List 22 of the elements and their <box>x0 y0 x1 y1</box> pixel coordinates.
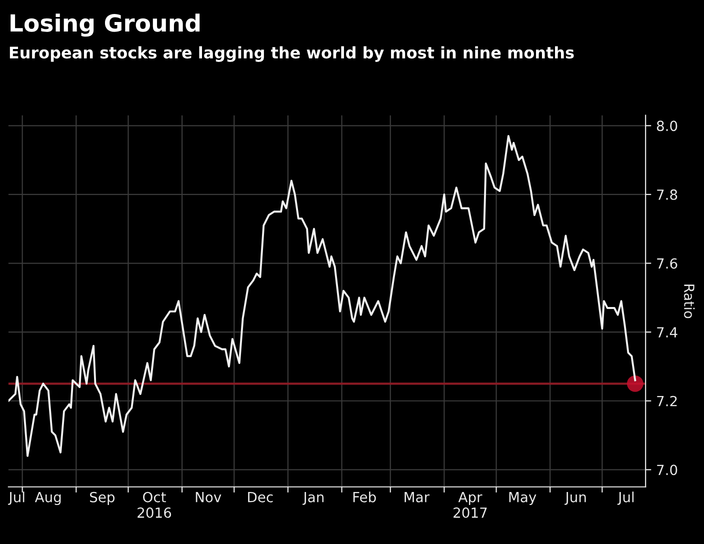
x-tick-label: Jan <box>302 492 324 505</box>
x-tick-label: Apr 2017 <box>454 492 487 518</box>
x-tick-label: Nov <box>196 492 222 502</box>
x-tick-label: Oct 2016 <box>138 492 172 518</box>
x-tick-label: Dec <box>248 492 273 502</box>
x-tick-label: Jul <box>8 492 24 505</box>
y-axis-title: Ratio <box>684 284 695 318</box>
y-tick-label: 7.2 <box>657 396 677 406</box>
y-tick-label: 8.0 <box>656 120 678 132</box>
y-tick-label: 7.8 <box>657 189 678 200</box>
x-tick-label: Mar <box>404 492 430 502</box>
x-tick-label: Feb <box>353 492 376 502</box>
y-tick-label: 7.6 <box>657 258 678 269</box>
y-tick-label: 7.4 <box>657 327 678 338</box>
x-tick-label: Jun <box>564 492 586 505</box>
x-tick-label: Sep <box>90 492 115 506</box>
x-tick-label: Aug <box>34 492 61 506</box>
y-tick-label: 7.0 <box>657 464 678 476</box>
chart-subtitle: European stocks are lagging the world by most in nine months <box>10 46 574 62</box>
chart-title: Losing Ground <box>10 14 200 37</box>
x-tick-label: Jul <box>617 492 634 505</box>
x-tick-label: May <box>509 492 536 506</box>
